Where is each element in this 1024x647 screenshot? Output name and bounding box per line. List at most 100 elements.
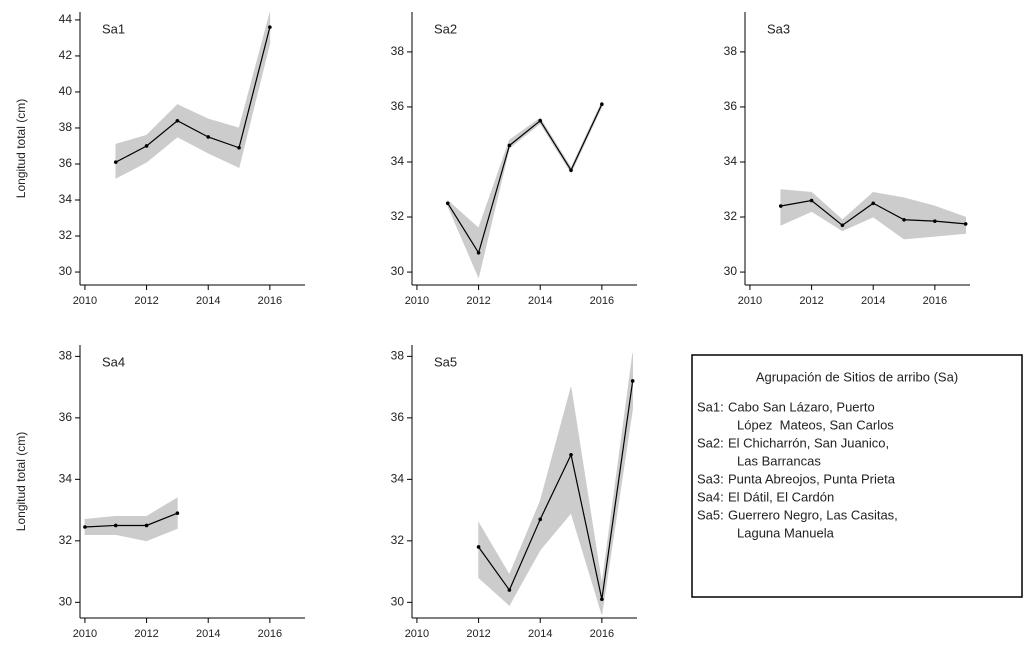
x-tick-label: 2014 bbox=[528, 628, 552, 640]
line bbox=[115, 26, 271, 163]
y-tick-label: 34 bbox=[391, 154, 405, 168]
y-tick-label: 42 bbox=[59, 48, 73, 62]
point bbox=[569, 168, 573, 173]
confidence-band bbox=[903, 197, 936, 240]
point bbox=[569, 452, 573, 457]
x-tick-label: 2016 bbox=[923, 295, 947, 307]
confidence-band bbox=[811, 191, 843, 232]
point bbox=[507, 143, 512, 148]
confidence-band bbox=[780, 189, 812, 226]
y-tick-label: 36 bbox=[724, 99, 738, 113]
x-tick-label: 2016 bbox=[258, 295, 282, 307]
legend-text: Las Barrancas bbox=[737, 453, 821, 468]
y-tick-label: 38 bbox=[391, 349, 405, 363]
y-tick-label: 32 bbox=[391, 209, 405, 223]
line bbox=[478, 380, 634, 600]
confidence-band bbox=[872, 191, 905, 240]
point bbox=[809, 198, 814, 203]
legend-text: Laguna Manuela bbox=[737, 525, 835, 540]
x-tick-label: 2016 bbox=[590, 628, 614, 640]
point bbox=[445, 201, 450, 206]
point bbox=[507, 588, 512, 592]
line bbox=[447, 103, 603, 255]
y-tick-label: 44 bbox=[59, 12, 73, 26]
y-tick-label: 34 bbox=[59, 472, 73, 486]
y-tick-label: 36 bbox=[391, 99, 405, 113]
line bbox=[84, 512, 178, 528]
x-tick-label: 2010 bbox=[73, 628, 97, 640]
point bbox=[476, 251, 481, 255]
y-tick-label: 32 bbox=[59, 228, 73, 242]
y-tick-label: 38 bbox=[59, 120, 73, 134]
y-tick-label: 30 bbox=[724, 264, 738, 278]
point bbox=[268, 25, 272, 29]
x-tick-label: 2016 bbox=[258, 628, 282, 640]
x-tick-label: 2014 bbox=[196, 628, 220, 640]
point bbox=[144, 144, 149, 148]
legend-text: Cabo San Lázaro, Puerto bbox=[728, 399, 875, 414]
point bbox=[113, 160, 118, 164]
panel-title: Sa3 bbox=[767, 21, 790, 36]
confidence-band bbox=[842, 191, 874, 232]
legend-label: Sa3: bbox=[697, 471, 724, 486]
point bbox=[933, 219, 937, 223]
point bbox=[538, 118, 543, 123]
point bbox=[600, 597, 604, 602]
y-tick-label: 36 bbox=[59, 156, 73, 170]
legend-label: Sa5: bbox=[697, 507, 724, 522]
legend-box bbox=[691, 354, 1023, 598]
legend-text: Punta Abreojos, Punta Prieta bbox=[728, 471, 896, 486]
point bbox=[175, 511, 180, 515]
point bbox=[206, 135, 211, 139]
y-tick-label: 32 bbox=[724, 209, 738, 223]
y-tick-label: 38 bbox=[59, 349, 73, 363]
legend-label: Sa4: bbox=[697, 489, 724, 504]
y-tick-label: 30 bbox=[391, 264, 405, 278]
confidence-band bbox=[115, 515, 147, 542]
y-tick-label: 34 bbox=[724, 154, 738, 168]
point bbox=[113, 523, 118, 528]
confidence-band bbox=[539, 387, 572, 551]
x-tick-label: 2010 bbox=[738, 295, 762, 307]
x-tick-label: 2014 bbox=[528, 295, 552, 307]
x-tick-label: 2012 bbox=[134, 628, 158, 640]
panel-title: Sa4 bbox=[102, 354, 125, 369]
legend-text: Guerrero Negro, Las Casitas, bbox=[728, 507, 898, 522]
x-tick-label: 2012 bbox=[466, 628, 490, 640]
confidence-band bbox=[934, 205, 966, 237]
y-tick-label: 40 bbox=[59, 84, 73, 98]
point bbox=[144, 523, 149, 528]
point bbox=[600, 102, 604, 106]
panel-title: Sa1 bbox=[102, 21, 125, 36]
point bbox=[840, 223, 845, 228]
legend-text: El Dátil, El Cardón bbox=[728, 489, 834, 504]
y-axis-label: Longitud total (cm) bbox=[14, 432, 28, 531]
confidence-band bbox=[509, 500, 541, 607]
point bbox=[630, 379, 635, 383]
confidence-band bbox=[238, 12, 271, 168]
y-tick-label: 30 bbox=[59, 264, 73, 278]
legend-text: El Chicharrón, San Juanico, bbox=[728, 435, 889, 450]
point bbox=[83, 525, 87, 529]
legend-title: Agrupación de Sitios de arribo (Sa) bbox=[756, 369, 958, 384]
x-tick-label: 2014 bbox=[196, 295, 220, 307]
point bbox=[778, 204, 783, 208]
y-tick-label: 38 bbox=[391, 44, 405, 58]
y-tick-label: 30 bbox=[391, 594, 405, 608]
x-tick-label: 2014 bbox=[861, 295, 885, 307]
x-tick-label: 2010 bbox=[73, 295, 97, 307]
confidence-band bbox=[601, 353, 633, 615]
confidence-band bbox=[115, 134, 147, 179]
x-tick-label: 2012 bbox=[466, 295, 490, 307]
confidence-band bbox=[478, 521, 510, 607]
y-tick-label: 32 bbox=[59, 533, 73, 547]
point bbox=[237, 145, 241, 150]
point bbox=[476, 545, 481, 549]
confidence-band bbox=[447, 199, 479, 278]
x-tick-label: 2010 bbox=[405, 295, 429, 307]
legend-text: López Mateos, San Carlos bbox=[737, 417, 894, 432]
y-tick-label: 38 bbox=[724, 44, 738, 58]
y-tick-label: 34 bbox=[391, 472, 405, 486]
panel-title: Sa2 bbox=[434, 21, 457, 36]
